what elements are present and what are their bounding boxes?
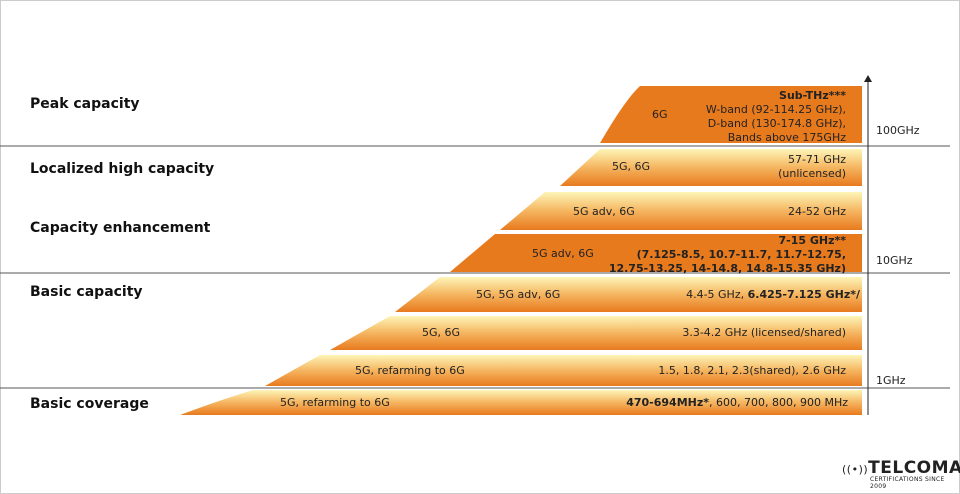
band-peak <box>600 86 862 143</box>
band-tech: 5G, 6G <box>422 326 461 339</box>
band-tech: 5G, 5G adv, 6G <box>476 288 561 301</box>
band-freq: 1.5, 1.8, 2.1, 2.3(shared), 2.6 GHz <box>658 364 846 377</box>
category-label: Peak capacity <box>30 96 140 112</box>
band-enh-1 <box>500 192 862 230</box>
axis-label: 1GHz <box>876 374 906 387</box>
axis-label: 10GHz <box>876 254 913 267</box>
band-freq: Sub-THz*** W-band (92-114.25 GHz), D-band … <box>705 89 846 144</box>
category-label: Localized high capacity <box>30 161 215 177</box>
axis-label: 100GHz <box>876 124 920 137</box>
band-basic-2 <box>330 316 862 350</box>
category-label: Basic capacity <box>30 284 143 300</box>
band-freq: 3.3-4.2 GHz (licensed/shared) <box>682 326 846 339</box>
band-tech: 5G, refarming to 6G <box>355 364 465 377</box>
band-tech: 6G <box>652 108 668 121</box>
band-freq: 4.4-5 GHz, 6.425-7.125 GHz*/ <box>686 288 860 301</box>
band-enh-2 <box>450 234 862 272</box>
band-freq: 470-694MHz*, 600, 700, 800, 900 MHz <box>626 396 848 409</box>
band-tech: 5G adv, 6G <box>573 205 635 218</box>
band-coverage <box>180 390 862 415</box>
category-label: Capacity enhancement <box>30 220 211 236</box>
band-freq: 7-15 GHz** (7.125-8.5, 10.7-11.7, 11.7-12… <box>608 234 846 275</box>
band-tech: 5G, refarming to 6G <box>280 396 390 409</box>
band-localized <box>560 149 862 186</box>
band-basic-1 <box>395 277 862 312</box>
category-label: Basic coverage <box>30 396 149 412</box>
band-tech: 5G adv, 6G <box>532 247 594 260</box>
telcoma-logo: ((•))TELCOMA CERTIFICATIONS SINCE 2009 <box>842 458 960 490</box>
signal-icon: ((•)) <box>842 463 869 476</box>
axis-arrow-icon <box>864 75 872 82</box>
band-tech: 5G, 6G <box>612 160 651 173</box>
band-basic-3 <box>265 355 862 386</box>
band-freq: 24-52 GHz <box>787 205 846 218</box>
band-freq: 57-71 GHz (unlicensed) <box>778 153 846 180</box>
